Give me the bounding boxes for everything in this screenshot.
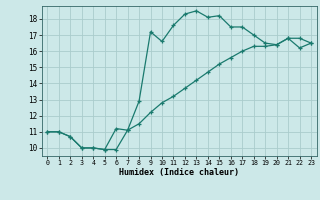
X-axis label: Humidex (Indice chaleur): Humidex (Indice chaleur) xyxy=(119,168,239,177)
